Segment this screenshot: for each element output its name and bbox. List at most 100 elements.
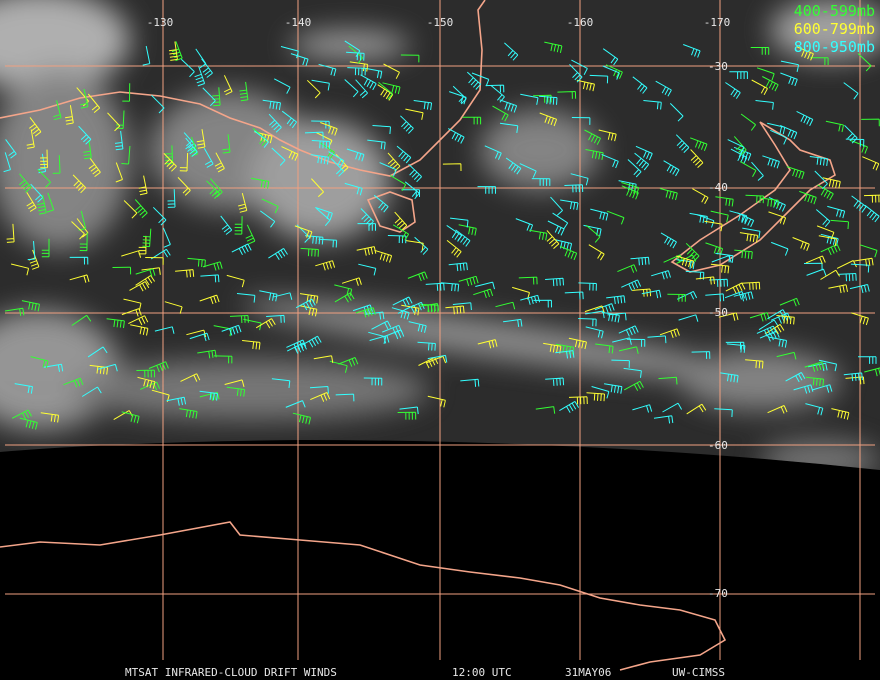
wind-barb <box>504 42 519 61</box>
wind-barb <box>739 232 759 243</box>
wind-barb <box>261 198 279 214</box>
wind-barb <box>533 94 552 103</box>
wind-barb <box>568 337 587 350</box>
wind-barb <box>796 46 814 61</box>
wind-barb <box>356 246 377 256</box>
wind-barb <box>273 78 291 94</box>
wind-barb <box>602 48 619 66</box>
wind-barb <box>427 354 448 363</box>
wind-barb <box>355 79 368 99</box>
wind-barb <box>711 255 732 263</box>
wind-barb <box>448 262 468 272</box>
wind-barb <box>490 84 505 103</box>
wind-barb <box>560 199 579 211</box>
wind-barb <box>499 99 518 113</box>
antarctica-coast <box>0 521 727 671</box>
wind-barb <box>531 178 551 186</box>
wind-barb <box>372 125 391 135</box>
wind-barb <box>492 105 509 122</box>
wind-barb <box>545 277 564 287</box>
wind-barb <box>863 194 880 203</box>
wind-barb <box>6 223 15 243</box>
wind-barb <box>180 373 201 382</box>
wind-barb <box>334 292 355 303</box>
wind-barb <box>786 166 805 180</box>
wind-barb <box>780 124 798 140</box>
wind-barb <box>709 278 728 287</box>
wind-barb <box>405 108 424 120</box>
wind-barb <box>194 66 206 87</box>
wind-barb <box>809 156 829 166</box>
wind-barb <box>726 343 746 353</box>
wind-barb <box>770 129 788 145</box>
wind-barb <box>545 377 565 386</box>
wind-barb <box>341 277 362 286</box>
wind-barb <box>503 318 523 327</box>
wind-barb <box>484 145 502 160</box>
wind-barb <box>384 329 405 340</box>
wind-barb <box>397 411 417 420</box>
wind-barb <box>475 281 495 290</box>
wind-barb <box>570 173 589 186</box>
wind-barb <box>805 376 825 387</box>
wind-barb <box>676 255 695 269</box>
wind-barb <box>311 178 324 198</box>
wind-barb <box>196 129 206 149</box>
wind-barb <box>28 117 42 137</box>
wind-barb <box>189 332 210 342</box>
wind-barb <box>850 263 870 273</box>
wind-barb <box>685 242 700 262</box>
australia-coast <box>0 0 486 177</box>
wind-barb <box>136 369 156 378</box>
wind-barb <box>206 180 220 199</box>
wind-barb <box>621 185 639 200</box>
wind-barb <box>221 324 242 336</box>
wind-barb <box>590 208 609 221</box>
wind-barb <box>187 257 206 268</box>
wind-barb <box>755 100 774 110</box>
wind-barb <box>550 196 563 216</box>
wind-barb <box>611 359 630 368</box>
wind-barb <box>11 409 32 420</box>
wind-barb <box>762 76 779 92</box>
wind-barb <box>121 145 131 165</box>
wind-barb <box>859 244 878 258</box>
wind-barb <box>818 359 838 372</box>
wind-barb <box>349 61 369 72</box>
wind-barb <box>725 82 741 99</box>
wind-barb <box>199 391 220 402</box>
wind-barb <box>678 314 699 322</box>
wind-barb <box>229 315 249 324</box>
wind-barb <box>533 299 552 308</box>
wind-barb <box>607 312 627 321</box>
legend-entry: 800-950mb <box>794 38 875 56</box>
wind-barb <box>30 183 44 203</box>
wind-barb <box>71 314 92 326</box>
wind-barb <box>634 152 650 171</box>
wind-barb <box>635 145 653 161</box>
wind-barb <box>663 160 680 177</box>
wind-barb <box>750 47 770 55</box>
wind-barb <box>319 141 335 159</box>
wind-barb <box>704 220 723 232</box>
wind-barb <box>641 289 662 299</box>
wind-barb <box>408 321 427 333</box>
wind-barb <box>759 330 780 342</box>
wind-barb <box>400 115 414 134</box>
wind-barb <box>749 312 770 322</box>
wind-barb <box>122 83 131 102</box>
wind-barb <box>559 400 580 413</box>
wind-barb <box>505 157 522 175</box>
wind-barb <box>447 128 465 144</box>
wind-barb <box>285 400 306 408</box>
wind-barb <box>123 200 138 219</box>
wind-barb <box>280 46 299 59</box>
wind-barb <box>378 82 393 100</box>
wind-barb <box>121 411 140 424</box>
wind-barb <box>696 214 715 228</box>
wind-barb <box>529 229 548 241</box>
wind-barb <box>543 342 562 354</box>
wind-barb <box>40 412 60 423</box>
wind-barb <box>519 163 537 178</box>
wind-barb <box>10 263 30 276</box>
